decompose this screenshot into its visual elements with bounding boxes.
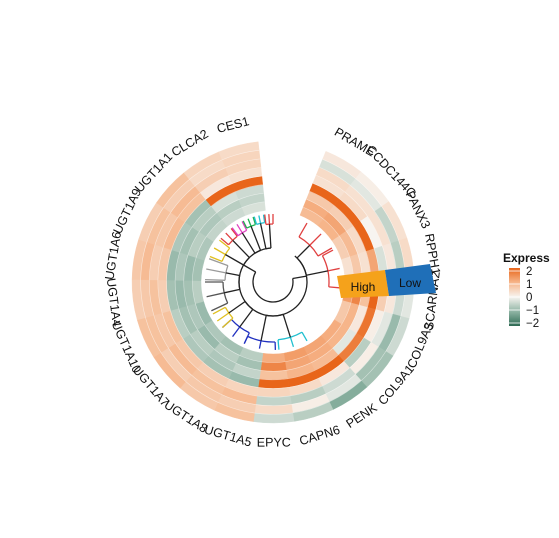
dendrogram-branch [228, 300, 246, 314]
dendrogram-branch [230, 228, 238, 237]
group-legend: High Low [337, 264, 436, 298]
group-high-label: High [351, 280, 376, 294]
dendrogram-branch [258, 340, 262, 349]
dendrogram-arc [252, 271, 294, 303]
dendrogram-branch [292, 275, 307, 280]
legend-tick-label: −1 [526, 305, 539, 317]
dendrogram-branch [328, 286, 341, 289]
dendrogram-branch [231, 227, 239, 237]
dendrogram-branch [225, 253, 244, 266]
dendrogram-branch [242, 220, 248, 229]
dendrogram-branch [289, 337, 295, 348]
legend-tick-label: −2 [526, 318, 539, 330]
dendrogram-branch [206, 292, 225, 298]
dendrogram-branch [206, 268, 227, 274]
group-high-box [337, 270, 389, 298]
gene-label: EPYC [257, 435, 291, 449]
legend-title: Express [503, 251, 550, 265]
dendrogram-branch [219, 239, 231, 249]
gene-label: UGT1A10 [109, 319, 144, 376]
legend-tick-label: 0 [526, 292, 532, 304]
dendrogram-branch [262, 214, 266, 223]
gene-label: UGT1A4 [104, 277, 124, 327]
gene-label: PENK [344, 400, 381, 431]
dendrogram-arc [296, 257, 307, 276]
dendrogram-branch [222, 317, 234, 328]
dendrogram-branch [322, 249, 334, 257]
dendrogram-branch [209, 255, 223, 262]
dendrogram-arc [224, 265, 229, 281]
dendrogram-branch [205, 278, 226, 281]
gene-label: CES1 [215, 114, 250, 136]
legend-tick-label: 2 [526, 266, 532, 278]
dendrogram-branch [327, 267, 340, 272]
dendrogram-branch [250, 225, 262, 251]
group-low-label: Low [399, 276, 421, 290]
dendrogram-branch [252, 216, 257, 225]
dendrogram-branch [216, 312, 230, 322]
dendrogram-arc [228, 235, 238, 246]
dendrogram-branch [277, 339, 280, 350]
dendrogram-branch [224, 288, 240, 294]
dendrogram [205, 214, 341, 350]
gene-label: CLCA2 [169, 127, 211, 160]
gene-label: UGT1A5 [203, 422, 254, 449]
dendrogram-branch [225, 232, 234, 241]
dendrogram-branch [243, 332, 250, 344]
dendrogram-branch [241, 232, 256, 254]
dendrogram-branch [298, 222, 308, 238]
dendrogram-branch [220, 237, 229, 246]
dendrogram-branch [309, 233, 322, 246]
dendrogram-branch [260, 315, 267, 341]
dendrogram-arc [256, 221, 265, 225]
heatmap-cell [261, 352, 286, 363]
heatmap-cell [257, 378, 290, 389]
dendrogram-branch [259, 223, 267, 249]
dendrogram-branch [247, 218, 252, 227]
dendrogram-branch [253, 216, 258, 225]
gene-label: PANX3 [403, 189, 433, 231]
dendrogram-branch [236, 223, 243, 234]
heatmap-cell [260, 361, 287, 372]
dendrogram-branch [208, 258, 229, 267]
dendrogram-branch [241, 221, 248, 231]
dendrogram-branch [212, 306, 226, 315]
dendrogram-branch [211, 302, 228, 312]
legend-tick-label: 1 [526, 279, 532, 291]
dendrogram-branch [232, 326, 241, 338]
dendrogram-branch [268, 224, 272, 249]
group-low-box [385, 264, 436, 296]
gene-label: CAPN6 [298, 423, 342, 449]
dendrogram-branch [225, 272, 240, 277]
dendrogram-arc [238, 247, 308, 317]
gene-label: UGT1A6 [102, 231, 124, 281]
dendrogram-branch [264, 214, 267, 225]
dendrogram-branch [243, 264, 257, 273]
heatmap-cell [259, 370, 288, 381]
dendrogram-branch [258, 215, 262, 224]
color-legend: Express 210−1−2 [503, 251, 550, 330]
dendrogram-branch [306, 270, 329, 276]
dendrogram-branch [296, 244, 311, 259]
heatmap-rings [131, 141, 415, 424]
gene-label: COL9A3 [405, 321, 437, 371]
gene-label: UGT1A9 [110, 186, 144, 236]
dendrogram-branch [317, 247, 333, 257]
dendrogram-branch [213, 247, 226, 256]
dendrogram-branch [268, 214, 271, 225]
dendrogram-branch [282, 314, 292, 338]
dendrogram-branch [232, 239, 250, 258]
dendrogram-branch [301, 331, 308, 342]
dendrogram-branch [239, 308, 254, 328]
